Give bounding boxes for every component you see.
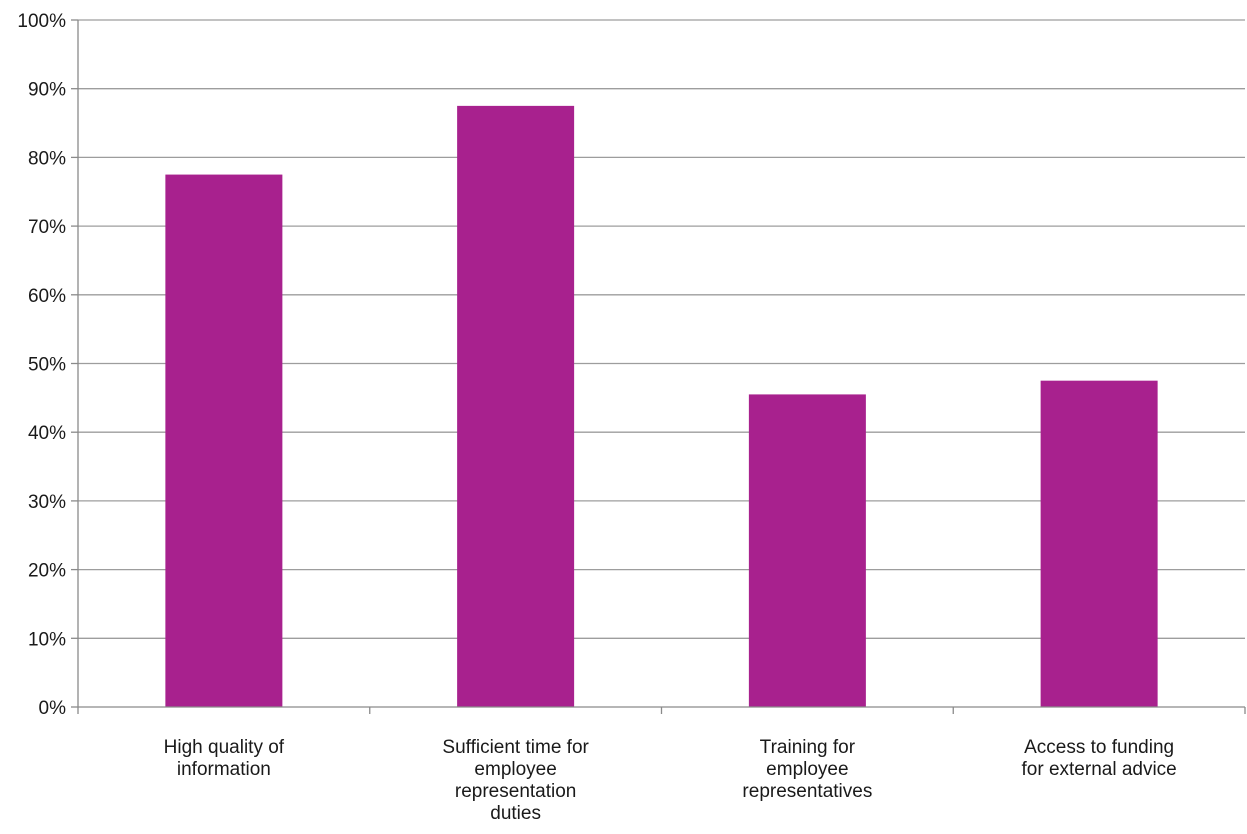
x-tick-label: Access to funding for external advice [1022, 737, 1177, 780]
x-tick-label-line: representation [455, 781, 576, 802]
x-tick-label-line: duties [490, 803, 541, 824]
bar [1040, 380, 1158, 707]
x-tick-label-line: employee [474, 759, 556, 780]
x-tick-label-line: information [177, 759, 271, 780]
bar [165, 174, 283, 707]
x-tick-label-line: Sufficient time for [442, 737, 589, 758]
x-tick-label-line: Access to funding [1024, 737, 1174, 758]
y-tick-label: 60% [28, 286, 66, 307]
bar [457, 105, 575, 707]
x-tick-label: High quality of information [164, 737, 285, 780]
x-tick-label-line: employee [766, 759, 848, 780]
y-tick-label: 20% [28, 561, 66, 582]
y-tick-label: 40% [28, 423, 66, 444]
y-axis-tick-labels: 0% 10% 20% 30% 40% 50% 60% 70% 80% 90% 100% [17, 11, 66, 719]
x-tick-label-line: High quality of [164, 737, 285, 758]
y-tick-label: 80% [28, 148, 66, 169]
x-tick-label-line: Training for [760, 737, 856, 758]
x-tick-label-line: for external advice [1022, 759, 1177, 780]
bars [165, 105, 1158, 707]
y-tick-label: 0% [39, 698, 67, 719]
x-tick-label: Training for employee representatives [742, 737, 872, 802]
x-tick-label-line: representatives [742, 781, 872, 802]
y-tick-label: 70% [28, 217, 66, 238]
axes [71, 19, 1246, 714]
y-tick-label: 100% [17, 11, 66, 32]
bar [748, 394, 866, 707]
y-tick-label: 30% [28, 492, 66, 513]
y-tick-label: 90% [28, 80, 66, 101]
x-axis-tick-labels: High quality of information Sufficient tim… [164, 737, 1177, 824]
x-tick-label: Sufficient time for employee representatio… [442, 737, 589, 824]
y-tick-label: 10% [28, 629, 66, 650]
y-tick-label: 50% [28, 355, 66, 376]
